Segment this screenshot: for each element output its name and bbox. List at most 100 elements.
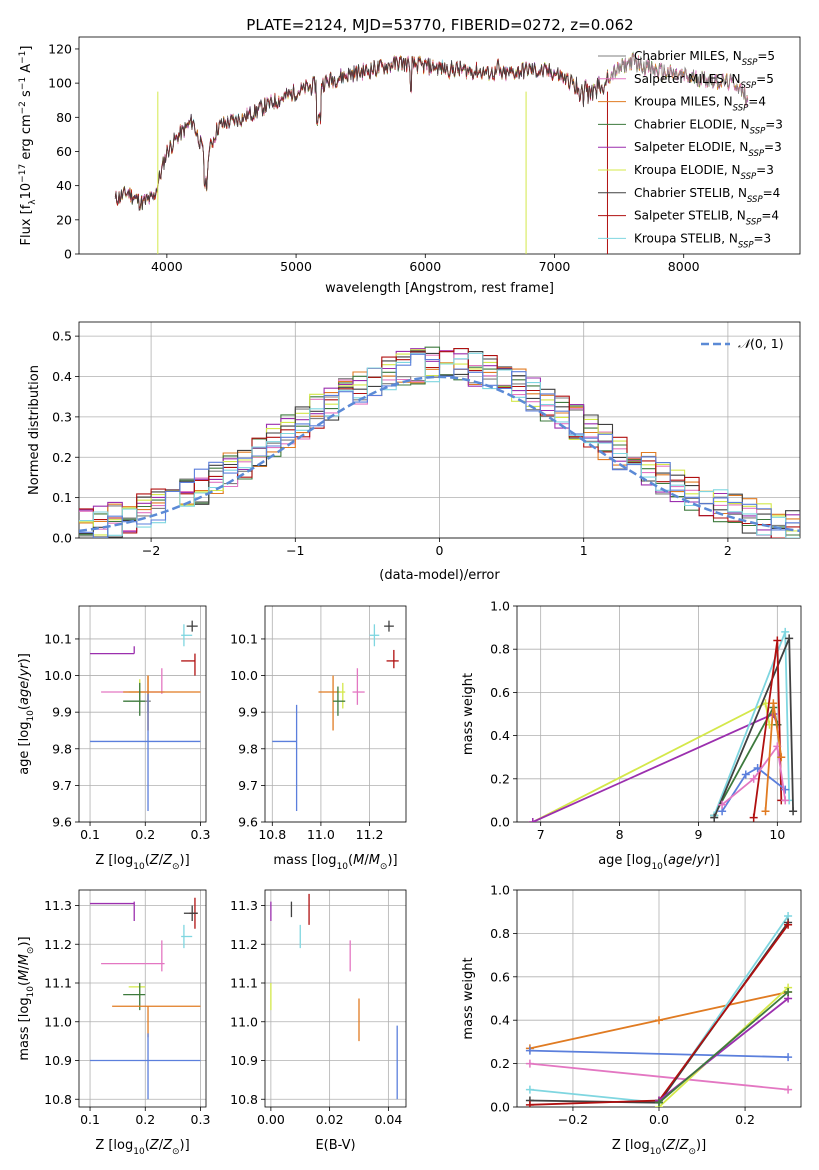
- errorbar-chabrier_stelib: [186, 620, 198, 632]
- y-tick-label: 100: [48, 76, 72, 91]
- weight-marker: [525, 1046, 534, 1055]
- legend-label: Kroupa STELIB, NSSP=3: [634, 231, 771, 250]
- weight_vs_Z-ylabel: mass weight: [461, 957, 476, 1039]
- weight-marker: [749, 813, 758, 822]
- y-tick-label: 9.9: [238, 705, 258, 720]
- x-tick-label: −1: [286, 543, 304, 558]
- y-tick-label: 1.0: [490, 599, 510, 614]
- mass_vs_Z-xlabel: Z [log10(Z/Z⊙)]: [95, 1138, 189, 1157]
- y-tick-label: 11.3: [230, 898, 258, 913]
- x-tick-label: 10.8: [258, 827, 286, 842]
- x-tick-label: 6000: [409, 259, 441, 274]
- y-tick-label: 11.3: [44, 898, 72, 913]
- x-tick-label: 0.3: [191, 827, 211, 842]
- y-tick-label: 10.1: [44, 631, 72, 646]
- mass_vs_ebv-points: [270, 893, 398, 1100]
- weight-marker: [655, 1016, 663, 1025]
- errorbar-chabrier_stelib: [183, 905, 198, 921]
- y-tick-label: 11.2: [44, 937, 72, 952]
- y-tick-label: 0.4: [52, 369, 72, 384]
- spectrum-line-chabrier_miles: [608, 53, 749, 105]
- y-tick-label: 11.1: [230, 976, 258, 991]
- mass_vs_Z-points: [90, 897, 201, 1100]
- errorbar-kroupa_elodie: [128, 983, 146, 999]
- age_vs_Z-xlabel: Z [log10(Z/Z⊙)]: [95, 853, 189, 872]
- weight-marker: [784, 920, 793, 929]
- weight-marker: [741, 770, 750, 779]
- legend-label: 𝒩(0, 1): [738, 336, 784, 351]
- weight-line-kroupa_miles_blue: [529, 1049, 789, 1058]
- y-tick-label: 9.6: [52, 815, 72, 830]
- hist-legend: 𝒩(0, 1): [701, 336, 784, 351]
- y-tick-label: 10.9: [44, 1053, 72, 1068]
- weight-marker: [781, 785, 790, 794]
- age_vs_mass-axes: 10.8 11.0 11.2 9.6 9.7 9.8 9.9 10.0 10.1 mass [lo…: [230, 605, 407, 872]
- y-tick-label: 1.0: [490, 883, 510, 898]
- legend-label: Salpeter MILES, NSSP=5: [634, 72, 774, 91]
- weight-marker: [525, 1100, 534, 1107]
- x-tick-label: 10: [769, 827, 785, 842]
- y-tick-label: 0.4: [490, 728, 510, 743]
- y-tick-label: 0.2: [490, 1056, 510, 1071]
- weight-marker: [655, 1098, 663, 1107]
- weight_vs_age-axes: 7 8 9 10 0.0 0.2 0.4 0.6 0.8 1.0 age [log10(age/yr…: [461, 599, 802, 872]
- weight-line-chabrier_elodie: [658, 991, 789, 1104]
- y-tick-label: 10.0: [44, 668, 72, 683]
- weight-marker: [784, 1085, 793, 1094]
- x-tick-label: 11.2: [356, 827, 384, 842]
- errorbar-salpeter_elodie: [90, 901, 135, 921]
- x-tick-label: 1: [580, 543, 588, 558]
- weight-marker: [525, 1085, 534, 1094]
- y-tick-label: 0.2: [52, 450, 72, 465]
- weight-marker: [773, 636, 782, 645]
- errorbar-kroupa_miles_blue: [90, 1033, 201, 1100]
- spectrum-line-kroupa_stelib: [114, 55, 609, 210]
- y-tick-label: 0.6: [490, 685, 510, 700]
- spectrum-line-chabrier_stelib: [114, 56, 609, 212]
- x-tick-label: −0.2: [558, 1112, 588, 1127]
- figure-title: PLATE=2124, MJD=53770, FIBERID=0272, z=0…: [246, 16, 633, 34]
- age_vs_mass-xlabel: mass [log10(M/M⊙)]: [273, 853, 397, 872]
- weight-marker: [761, 807, 770, 816]
- x-tick-label: 0.2: [135, 1112, 155, 1127]
- y-tick-label: 9.7: [52, 778, 72, 793]
- errorbar-kroupa_miles_blue: [272, 704, 298, 812]
- spectrum-frame: [78, 36, 801, 255]
- x-tick-label: 0.3: [191, 1112, 211, 1127]
- residual_hist-axes: −2 −1 0 1 2 0.0 0.1 0.2 0.3 0.4 0.5 (data-model)/er…: [27, 321, 801, 583]
- x-tick-label: 0.04: [374, 1112, 402, 1127]
- weight-marker: [789, 807, 798, 816]
- age_vs_mass-points: [272, 620, 399, 812]
- weight-marker: [753, 764, 762, 772]
- weight-line-salpeter_miles: [721, 744, 787, 806]
- y-tick-label: 120: [48, 41, 72, 56]
- legend-label: Chabrier ELODIE, NSSP=3: [634, 117, 783, 136]
- age_vs_Z-ylabel: age [log10(age/yr)]: [17, 653, 36, 775]
- age_vs_Z-frame: [78, 605, 207, 823]
- y-tick-label: 10.8: [44, 1092, 72, 1107]
- y-tick-label: 10.0: [230, 668, 258, 683]
- y-tick-label: 0.0: [490, 815, 510, 830]
- weight-marker: [528, 818, 537, 822]
- weight-marker: [781, 796, 790, 805]
- y-tick-label: 60: [56, 144, 72, 159]
- legend-label: Chabrier STELIB, NSSP=4: [634, 186, 780, 205]
- y-tick-label: 9.8: [52, 741, 72, 756]
- y-tick-label: 11.2: [230, 937, 258, 952]
- weight-marker: [781, 627, 790, 636]
- hist-xlabel: (data-model)/error: [379, 568, 500, 583]
- x-tick-label: 0.00: [257, 1112, 285, 1127]
- y-tick-label: 9.8: [238, 741, 258, 756]
- x-tick-label: 9: [694, 827, 702, 842]
- errorbar-salpeter_elodie: [90, 646, 135, 655]
- y-tick-label: 9.6: [238, 815, 258, 830]
- weight-marker: [784, 1053, 793, 1062]
- x-tick-label: 8000: [668, 259, 700, 274]
- y-tick-label: 10.1: [230, 631, 258, 646]
- weight-marker: [784, 987, 793, 996]
- y-tick-label: 0.5: [52, 329, 72, 344]
- errorbar-chabrier_elodie: [333, 686, 346, 716]
- y-tick-label: 0.2: [490, 771, 510, 786]
- errorbar-salpeter_stelib: [386, 649, 399, 669]
